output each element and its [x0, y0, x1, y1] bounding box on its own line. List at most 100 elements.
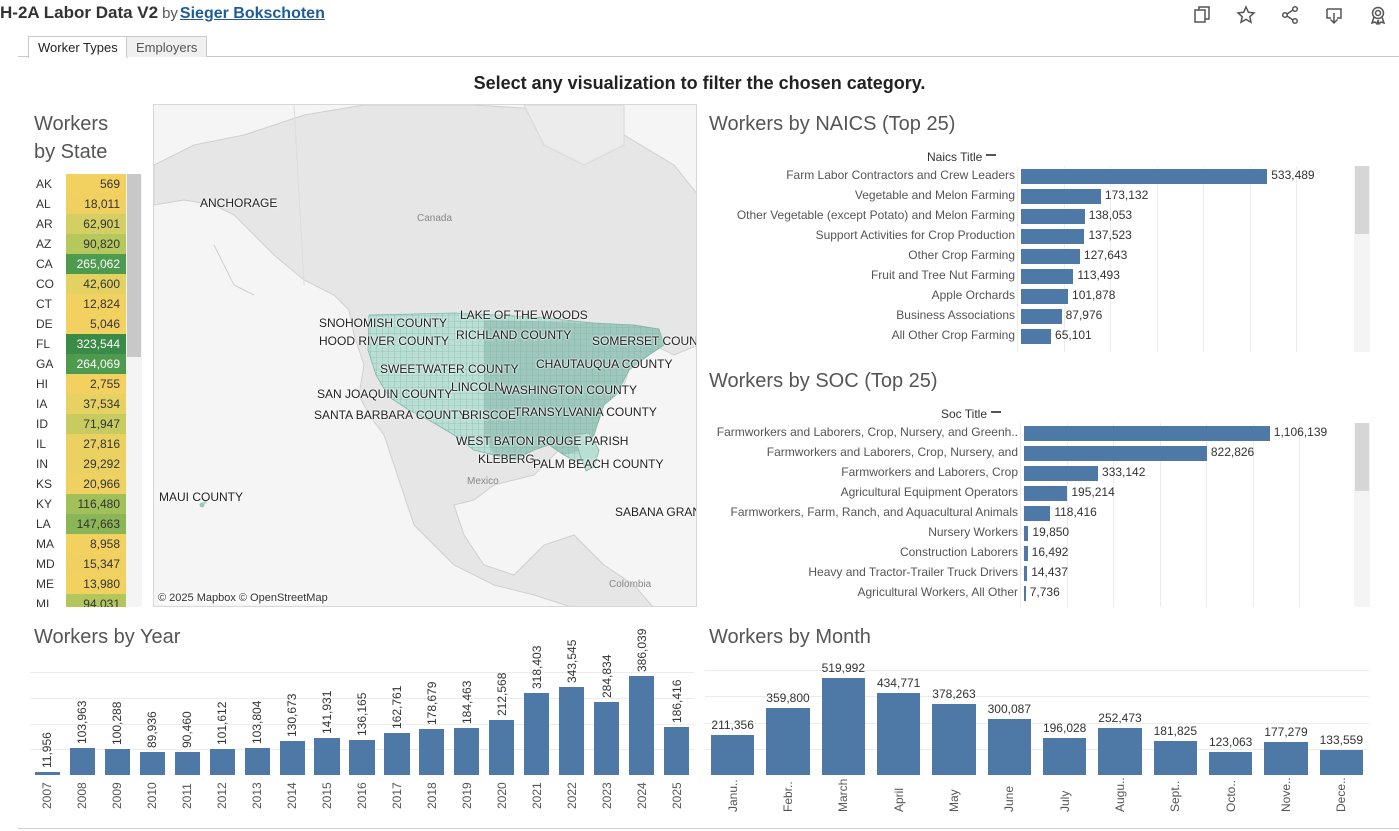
state-row[interactable]: IN 29,292	[30, 454, 142, 474]
soc-scrollbar-thumb[interactable]	[1355, 423, 1369, 491]
state-value[interactable]: 13,980	[66, 574, 142, 594]
state-value[interactable]: 90,820	[66, 234, 142, 254]
map-label[interactable]: RICHLAND COUNTY	[456, 328, 572, 342]
month-tick-label[interactable]: July	[1057, 790, 1072, 812]
map-label[interactable]: WEST BATON ROUGE PARISH	[456, 434, 629, 448]
soc-row[interactable]: Agricultural Workers, All Other 7,736	[705, 583, 1354, 603]
map-label[interactable]: WASHINGTON COUNTY	[501, 383, 638, 397]
state-row[interactable]: IA 37,534	[30, 394, 142, 414]
state-value[interactable]: 71,947	[66, 414, 142, 434]
state-value[interactable]: 5,046	[66, 314, 142, 334]
naics-row[interactable]: All Other Crop Farming 65,101	[705, 326, 1354, 346]
soc-category-label[interactable]: Farmworkers, Farm, Ranch, and Aquacultur…	[730, 505, 1018, 519]
state-value[interactable]: 2,755	[66, 374, 142, 394]
state-row[interactable]: MD 15,347	[30, 554, 142, 574]
soc-bar[interactable]	[1024, 586, 1026, 601]
year-bar[interactable]	[139, 751, 165, 775]
month-tick-label[interactable]: Janu..	[725, 779, 740, 812]
soc-axis-title[interactable]: Soc Title	[941, 407, 1002, 421]
month-bar[interactable]	[1264, 741, 1308, 775]
tab-employers[interactable]: Employers	[126, 36, 208, 57]
map[interactable]: Canada Mexico Colombia ANCHORAGE SNOHOMI…	[153, 104, 697, 607]
sort-icon[interactable]	[991, 410, 1002, 419]
year-tick-label[interactable]: 2011	[180, 783, 195, 809]
download-icon[interactable]	[1321, 4, 1347, 26]
soc-scrollbar[interactable]	[1354, 423, 1370, 607]
state-value[interactable]: 37,534	[66, 394, 142, 414]
soc-bar[interactable]	[1024, 466, 1099, 481]
soc-bar[interactable]	[1024, 446, 1207, 461]
state-value[interactable]: 29,292	[66, 454, 142, 474]
map-label[interactable]: HOOD RIVER COUNTY	[319, 334, 450, 348]
naics-row[interactable]: Other Crop Farming 127,643	[705, 246, 1354, 266]
month-bar[interactable]	[987, 718, 1031, 775]
year-bar[interactable]	[454, 727, 480, 775]
soc-row[interactable]: Farmworkers, Farm, Ranch, and Aquacultur…	[705, 503, 1354, 523]
state-scrollbar[interactable]	[126, 174, 142, 607]
map-credit[interactable]: © 2025 Mapbox © OpenStreetMap	[158, 592, 328, 604]
year-tick-label[interactable]: 2016	[355, 782, 369, 809]
soc-category-label[interactable]: Agricultural Equipment Operators	[840, 485, 1018, 499]
sort-icon[interactable]	[986, 153, 997, 162]
month-bar[interactable]	[877, 693, 921, 775]
soc-row[interactable]: Farmworkers and Laborers, Crop, Nursery,…	[705, 423, 1354, 443]
year-bar[interactable]	[69, 748, 95, 775]
naics-category-label[interactable]: Farm Labor Contractors and Crew Leaders	[786, 168, 1015, 182]
naics-bar[interactable]	[1021, 309, 1062, 324]
soc-bar[interactable]	[1024, 546, 1028, 561]
naics-bar[interactable]	[1021, 269, 1074, 284]
naics-row[interactable]: Fruit and Tree Nut Farming 113,493	[705, 266, 1354, 286]
state-row[interactable]: ID 71,947	[30, 414, 142, 434]
year-tick-label[interactable]: 2009	[110, 782, 125, 809]
naics-row[interactable]: Farm Labor Contractors and Crew Leaders 5…	[705, 166, 1354, 186]
share-icon[interactable]	[1277, 4, 1303, 26]
month-tick-label[interactable]: Augu..	[1113, 777, 1127, 812]
state-row[interactable]: MA 8,958	[30, 534, 142, 554]
state-row[interactable]: CA 265,062	[30, 254, 142, 274]
naics-scrollbar[interactable]	[1354, 166, 1370, 352]
badge-icon[interactable]	[1365, 4, 1391, 26]
naics-chart[interactable]: Farm Labor Contractors and Crew Leaders 5…	[705, 166, 1354, 352]
year-tick-label[interactable]: 2021	[529, 782, 544, 809]
state-row[interactable]: AR 62,901	[30, 214, 142, 234]
year-chart[interactable]: 11,956 2007 103,963 2008 100,288 2009 89,936 20…	[30, 628, 698, 830]
soc-row[interactable]: Farmworkers and Laborers, Crop, Nursery,…	[705, 443, 1354, 463]
year-bar[interactable]	[314, 738, 340, 775]
naics-category-label[interactable]: Apple Orchards	[931, 288, 1015, 302]
state-value[interactable]: 15,347	[66, 554, 142, 574]
naics-category-label[interactable]: Fruit and Tree Nut Farming	[870, 268, 1015, 282]
map-label[interactable]: SABANA GRANDE	[615, 505, 696, 519]
map-label[interactable]: SWEETWATER COUNTY	[380, 362, 519, 376]
state-value[interactable]: 18,011	[66, 194, 142, 214]
state-value[interactable]: 323,544	[66, 334, 142, 354]
year-bar[interactable]	[628, 675, 655, 775]
month-tick-label[interactable]: Nove..	[1279, 777, 1293, 812]
state-value[interactable]: 94,031	[66, 594, 142, 607]
soc-chart[interactable]: Farmworkers and Laborers, Crop, Nursery,…	[705, 423, 1354, 607]
month-bar[interactable]	[1209, 751, 1253, 775]
state-row[interactable]: IL 27,816	[30, 434, 142, 454]
year-bar[interactable]	[663, 726, 690, 775]
naics-scrollbar-thumb[interactable]	[1355, 166, 1369, 234]
state-row[interactable]: LA 147,663	[30, 514, 142, 534]
state-row[interactable]: CT 12,824	[30, 294, 142, 314]
map-label[interactable]: MAUI COUNTY	[159, 490, 243, 504]
soc-category-label[interactable]: Nursery Workers	[928, 525, 1018, 539]
state-value[interactable]: 569	[66, 174, 142, 194]
year-tick-label[interactable]: 2010	[145, 782, 160, 809]
soc-bar[interactable]	[1024, 526, 1029, 541]
duplicate-icon[interactable]	[1189, 4, 1215, 26]
state-value[interactable]: 62,901	[66, 214, 142, 234]
state-value[interactable]: 20,966	[66, 474, 142, 494]
author-link[interactable]: Sieger Bokschoten	[179, 5, 325, 22]
year-bar[interactable]	[349, 739, 375, 775]
year-bar[interactable]	[244, 748, 270, 775]
month-bar[interactable]	[1319, 749, 1363, 775]
month-chart[interactable]: 211,356 Janu.. 359,800 Febr.. 519,992 March 43…	[705, 660, 1373, 830]
soc-row[interactable]: Construction Laborers 16,492	[705, 543, 1354, 563]
month-tick-label[interactable]: Febr..	[781, 781, 795, 812]
naics-axis-title[interactable]: Naics Title	[927, 150, 997, 164]
state-value[interactable]: 116,480	[66, 494, 142, 514]
naics-category-label[interactable]: Other Vegetable (except Potato) and Melo…	[736, 208, 1015, 222]
naics-row[interactable]: Vegetable and Melon Farming 173,132	[705, 186, 1354, 206]
